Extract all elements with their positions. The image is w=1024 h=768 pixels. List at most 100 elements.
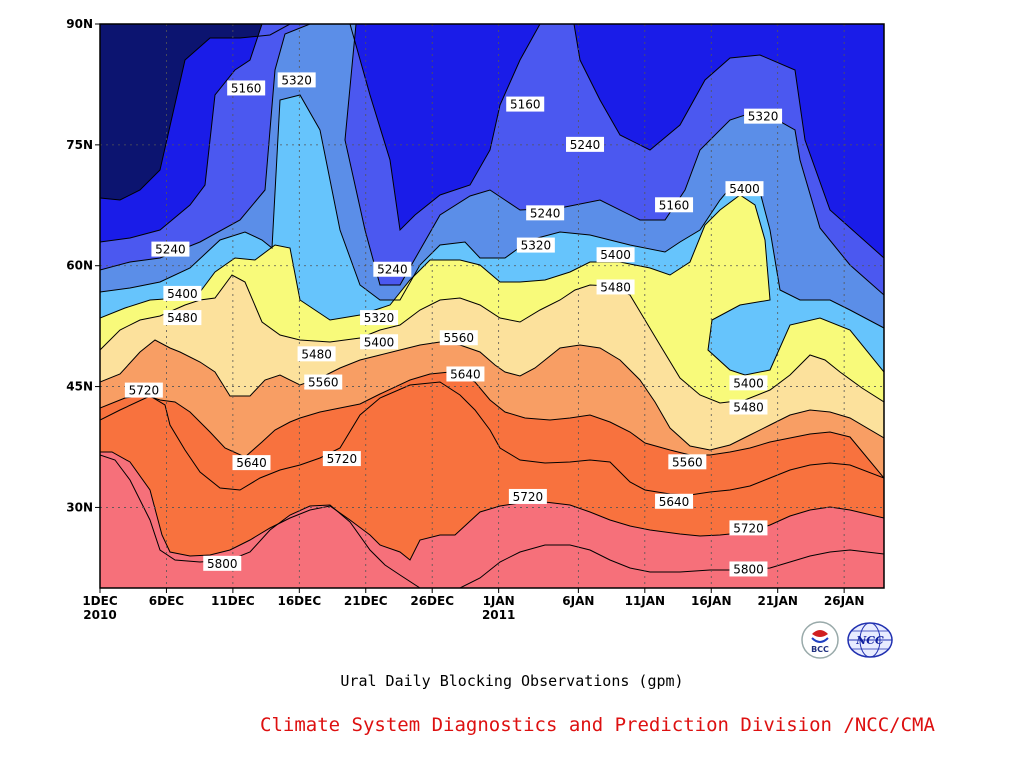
contour-label: 5720 [322, 451, 361, 467]
contour-label-bg [322, 451, 361, 467]
contour-label-text: 5720 [513, 490, 544, 504]
contour-label-bg [668, 454, 707, 470]
contour-label: 5720 [729, 520, 768, 536]
contour-label-text: 5400 [167, 287, 198, 301]
contour-label-text: 5320 [281, 73, 312, 87]
contour-label: 5480 [163, 310, 202, 326]
contour-label-bg [227, 80, 266, 96]
x-tick-label: 26DEC [410, 594, 454, 608]
contour-label-text: 5240 [377, 263, 408, 277]
contour-label: 5400 [163, 285, 202, 301]
contour-line-10 [100, 454, 421, 588]
contour-label-text: 5800 [207, 557, 238, 571]
contour-line-5 [100, 274, 884, 404]
contour-line-11 [459, 544, 884, 588]
contour-label-bg [304, 374, 343, 390]
contour-label: 5480 [297, 346, 336, 362]
x-tick-label: 6DEC [149, 594, 185, 608]
bcc-logo: BCC [800, 620, 840, 660]
contour-label-text: 5800 [733, 562, 764, 576]
contour-label-bg [163, 310, 202, 326]
contour-label-bg [508, 488, 547, 504]
gridlines [100, 24, 884, 588]
contour-bands [100, 24, 884, 588]
ncc-globe-icon: NCC [847, 622, 893, 658]
contour-label-text: 5720 [327, 452, 358, 466]
contour-line-1 [100, 24, 884, 259]
contour-label-text: 5560 [672, 455, 703, 469]
contour-label: 5720 [124, 382, 163, 398]
contour-line-4 [100, 194, 884, 376]
contour-label: 5240 [526, 205, 565, 221]
contour-label: 5320 [277, 72, 316, 88]
contour-line-6 [100, 339, 884, 451]
x-tick-label: 6JAN [562, 594, 594, 608]
contour-label-text: 5400 [729, 182, 760, 196]
contour-label: 5240 [151, 241, 190, 257]
contour-label-bg [506, 96, 545, 112]
contour-label-bg [729, 520, 768, 536]
contour-label-bg [446, 366, 485, 382]
contour-label: 5160 [227, 80, 266, 96]
contour-label-bg [596, 247, 635, 263]
contour-label-bg [203, 555, 242, 571]
contour-label-bg [163, 285, 202, 301]
contour-label-bg [232, 455, 271, 471]
contour-label-text: 5320 [748, 110, 779, 124]
contour-label-bg [373, 261, 412, 277]
contour-label-text: 5640 [450, 367, 481, 381]
x-tick-label: 1JAN [483, 594, 515, 608]
bcc-logo-text: BCC [811, 645, 829, 654]
x-tick-label: 26JAN [824, 594, 865, 608]
x-tick-label: 11DEC [211, 594, 255, 608]
contour-label-text: 5640 [659, 495, 690, 509]
ncc-logo-text: NCC [855, 634, 884, 647]
contour-label-bg [729, 399, 768, 415]
contour-label: 5160 [655, 197, 694, 213]
contour-label: 5640 [232, 455, 271, 471]
x-tick-label: 11JAN [625, 594, 666, 608]
y-tick-label: 90N [66, 17, 93, 31]
contour-label-bg [744, 108, 783, 124]
contour-label-text: 5480 [733, 401, 764, 415]
x-tick-label: 21DEC [344, 594, 388, 608]
contour-label-bg [360, 334, 399, 350]
y-axis: 90N 75N 60N 45N 30N [66, 17, 100, 514]
contour-label: 5480 [596, 279, 635, 295]
contour-label-bg [729, 561, 768, 577]
contour-label: 5560 [668, 454, 707, 470]
contour-label-text: 5640 [236, 456, 267, 470]
contour-label-text: 5160 [659, 198, 690, 212]
contour-label: 5400 [360, 334, 399, 350]
contour-label-text: 5560 [308, 376, 339, 390]
contour-label-text: 5480 [167, 311, 198, 325]
y-tick-label: 75N [66, 138, 93, 152]
contour-label-text: 5720 [733, 521, 764, 535]
contour-label: 5400 [729, 375, 768, 391]
contour-label: 5320 [516, 237, 555, 253]
contour-label-text: 5320 [364, 311, 395, 325]
contour-label-bg [516, 237, 555, 253]
contour-label-bg [729, 375, 768, 391]
y-tick-label: 45N [66, 380, 93, 394]
contour-label: 5800 [203, 555, 242, 571]
bcc-logo-icon: BCC [801, 621, 839, 659]
y-tick-label: 30N [66, 500, 93, 514]
contour-line-8 [100, 381, 884, 496]
plot-frame [99, 23, 885, 589]
contour-label-bg [526, 205, 565, 221]
contour-label-text: 5240 [530, 206, 561, 220]
contour-label-bg [439, 330, 478, 346]
contour-label: 5400 [596, 247, 635, 263]
x-tick-year: 2011 [482, 608, 515, 622]
contour-label-text: 5400 [733, 376, 764, 390]
contour-label-bg [655, 493, 694, 509]
x-tick-label: 16JAN [691, 594, 732, 608]
ncc-logo: NCC [846, 620, 894, 660]
x-tick-label: 16DEC [277, 594, 321, 608]
contour-label-bg [277, 72, 316, 88]
x-tick-year: 2010 [83, 608, 116, 622]
contour-labels: 5160 5320 5240 5400 5480 5560 5720 5640 5720 5800… [124, 72, 783, 577]
